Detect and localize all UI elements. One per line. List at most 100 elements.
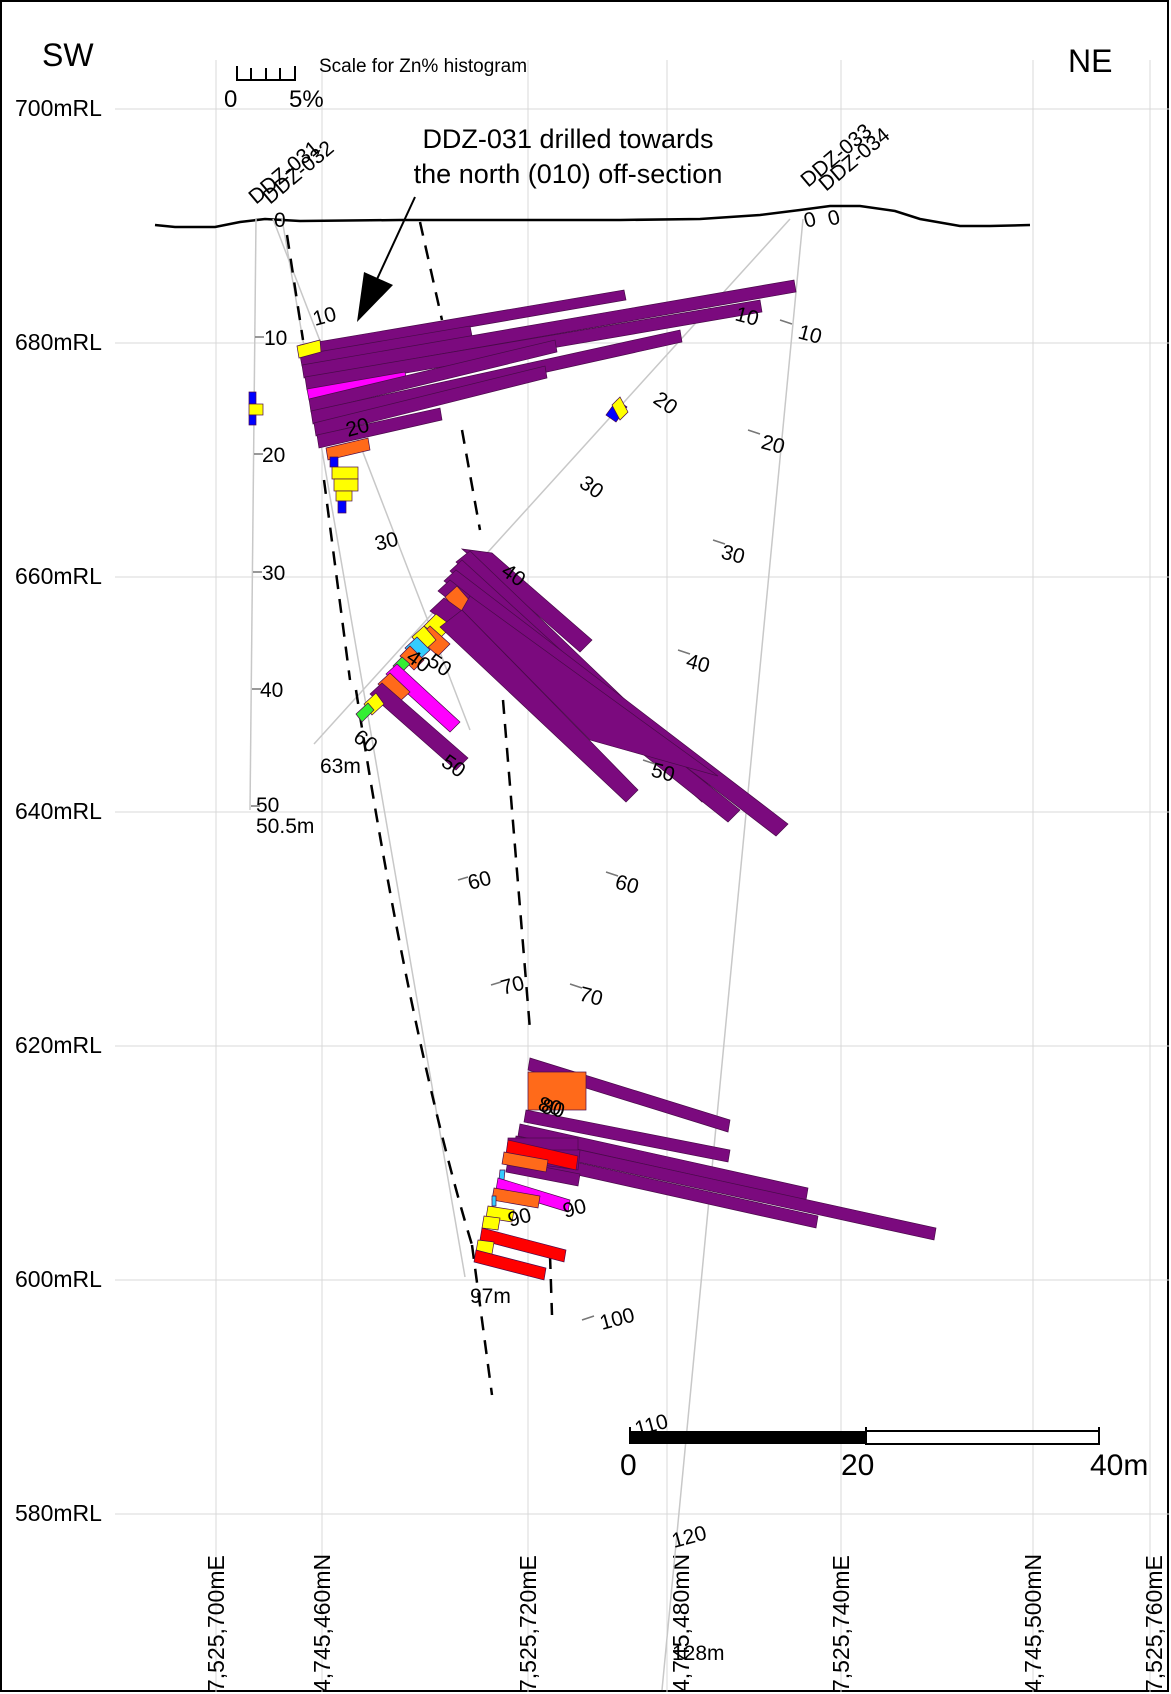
- zn-bar: [248, 391, 257, 405]
- bar-scale-segment-black: [630, 1431, 866, 1444]
- zn-bar: [501, 1151, 549, 1173]
- ddz033-depth-labels: DDZ-033 0 10 20 30 40 50 60 70 80 90 97m: [423, 119, 876, 1308]
- ddz033-depth: 60: [465, 867, 494, 895]
- ddz034-collar: 0: [825, 206, 842, 231]
- elevation-label: 600mRL: [15, 1266, 102, 1292]
- zn-bar: [523, 1109, 731, 1163]
- zn-bar: [296, 339, 322, 359]
- zn-bar: [385, 663, 461, 733]
- ddz031-collar: 0: [274, 209, 286, 232]
- zn-bar: [301, 279, 797, 379]
- zn-bar: [527, 1071, 587, 1111]
- ddz033-depth: 90: [505, 1204, 534, 1232]
- elevation-label: 680mRL: [15, 329, 102, 355]
- zn-scale-title: Scale for Zn% histogram: [319, 56, 527, 77]
- ddz032-depth: 60: [349, 725, 381, 757]
- ne-label: NE: [1068, 43, 1112, 79]
- ddz034-depth: 20: [759, 431, 788, 459]
- zn-bar: [337, 500, 347, 514]
- ddz034-depth: 10: [796, 321, 825, 349]
- ddz034-depth: 120: [669, 1522, 709, 1553]
- ddz034-depth: 100: [597, 1304, 637, 1335]
- elevation-label: 700mRL: [15, 95, 102, 121]
- zn-scale: Scale for Zn% histogram 0 5%: [224, 56, 527, 113]
- zn-bar: [248, 403, 264, 416]
- ddz033-depth: 30: [575, 471, 607, 503]
- zn-histograms: [248, 279, 937, 1281]
- zn-bar: [461, 595, 719, 777]
- elevation-label: 660mRL: [15, 563, 102, 589]
- ddz032-depth-labels: DDZ-032 10 20 30 40 50 60 63m: [258, 136, 469, 782]
- zn-bar: [313, 365, 548, 437]
- interpretation-dashed-lines: [285, 221, 554, 1396]
- zn-bar: [491, 1195, 497, 1207]
- ddz032-depth: 10: [310, 303, 339, 331]
- ddz034-depth: 70: [577, 983, 606, 1011]
- annotation-line-2: the north (010) off-section: [414, 159, 723, 189]
- ddz031-depth: 40: [260, 679, 283, 702]
- grid-label: 7,525,760mE: [1141, 1555, 1167, 1692]
- zn-bar: [248, 414, 257, 426]
- grid-label: 4,745,500mN: [1020, 1554, 1046, 1692]
- annotation-arrow-head: [357, 272, 393, 322]
- ddz031-depth: 50: [256, 794, 279, 817]
- grid-label: 7,525,740mE: [828, 1555, 854, 1692]
- zn-bar: [505, 1139, 579, 1171]
- grid-label: 7,525,720mE: [515, 1555, 541, 1692]
- ddz032-depth: 30: [372, 528, 401, 556]
- bar-scale: 0 20 40m: [620, 1427, 1148, 1482]
- zn-bar: [329, 456, 339, 468]
- ddz034-end: 128m: [672, 1642, 725, 1665]
- grid-label: 4,745,460mN: [309, 1554, 335, 1692]
- grid-label: 4,745,480mN: [668, 1554, 694, 1692]
- ddz033-depth: 20: [649, 387, 681, 419]
- zn-bar: [439, 609, 639, 803]
- sw-label: SW: [42, 37, 94, 73]
- zn-bar: [335, 490, 353, 502]
- ddz031-depth: 20: [262, 444, 285, 467]
- bar-scale-segment-white: [865, 1430, 1100, 1445]
- bar-scale-label: 0: [620, 1449, 637, 1482]
- ddz031-depth: 30: [262, 562, 285, 585]
- ddz034-depth: 30: [719, 541, 748, 569]
- topography-line: [154, 204, 1031, 229]
- ddz034-depth: 60: [613, 871, 642, 899]
- ddz031-trace: [249, 218, 257, 811]
- depth-ticks: [251, 319, 793, 1321]
- ddz033-depth: 70: [498, 972, 527, 1000]
- zn-bar: [308, 339, 558, 413]
- zn-bar: [611, 396, 629, 421]
- zn-bar: [316, 407, 443, 449]
- zn-bar: [399, 645, 425, 671]
- zn-bar: [481, 1215, 501, 1231]
- annotation-line-1: DDZ-031 drilled towards: [422, 124, 713, 154]
- grid-coordinate-labels: 7,525,700mE 4,745,460mN 7,525,720mE 4,74…: [203, 1554, 1167, 1692]
- zn-bar: [473, 1249, 547, 1281]
- ddz033-end: 97m: [470, 1285, 511, 1308]
- elevation-labels: 700mRL 680mRL 660mRL 640mRL 620mRL 600mR…: [15, 95, 102, 1526]
- zn-bar: [325, 437, 371, 461]
- ddz033-depth: 10: [733, 303, 762, 331]
- elevation-label: 580mRL: [15, 1500, 102, 1526]
- zn-bar: [331, 466, 359, 480]
- grid-label: 7,525,700mE: [203, 1555, 229, 1692]
- bar-scale-label: 20: [841, 1449, 874, 1482]
- ddz034-depth: 90: [560, 1195, 589, 1223]
- annotation: DDZ-031 drilled towards the north (010) …: [357, 124, 722, 322]
- ddz033-collar: 0: [801, 208, 818, 233]
- zn-scale-max: 5%: [289, 86, 324, 113]
- ddz034-trace: [661, 218, 804, 1691]
- elevation-label: 620mRL: [15, 1032, 102, 1058]
- zn-bar: [369, 682, 469, 771]
- bar-scale-label: 40m: [1090, 1449, 1148, 1482]
- zn-bar: [333, 478, 359, 492]
- grid: [115, 60, 1169, 1692]
- zn-bar: [479, 1227, 567, 1263]
- ddz032-end: 63m: [320, 755, 361, 778]
- ddz031-depth: 10: [264, 327, 287, 350]
- zn-scale-min: 0: [224, 86, 237, 113]
- zn-bar: [355, 702, 375, 723]
- elevation-label: 640mRL: [15, 798, 102, 824]
